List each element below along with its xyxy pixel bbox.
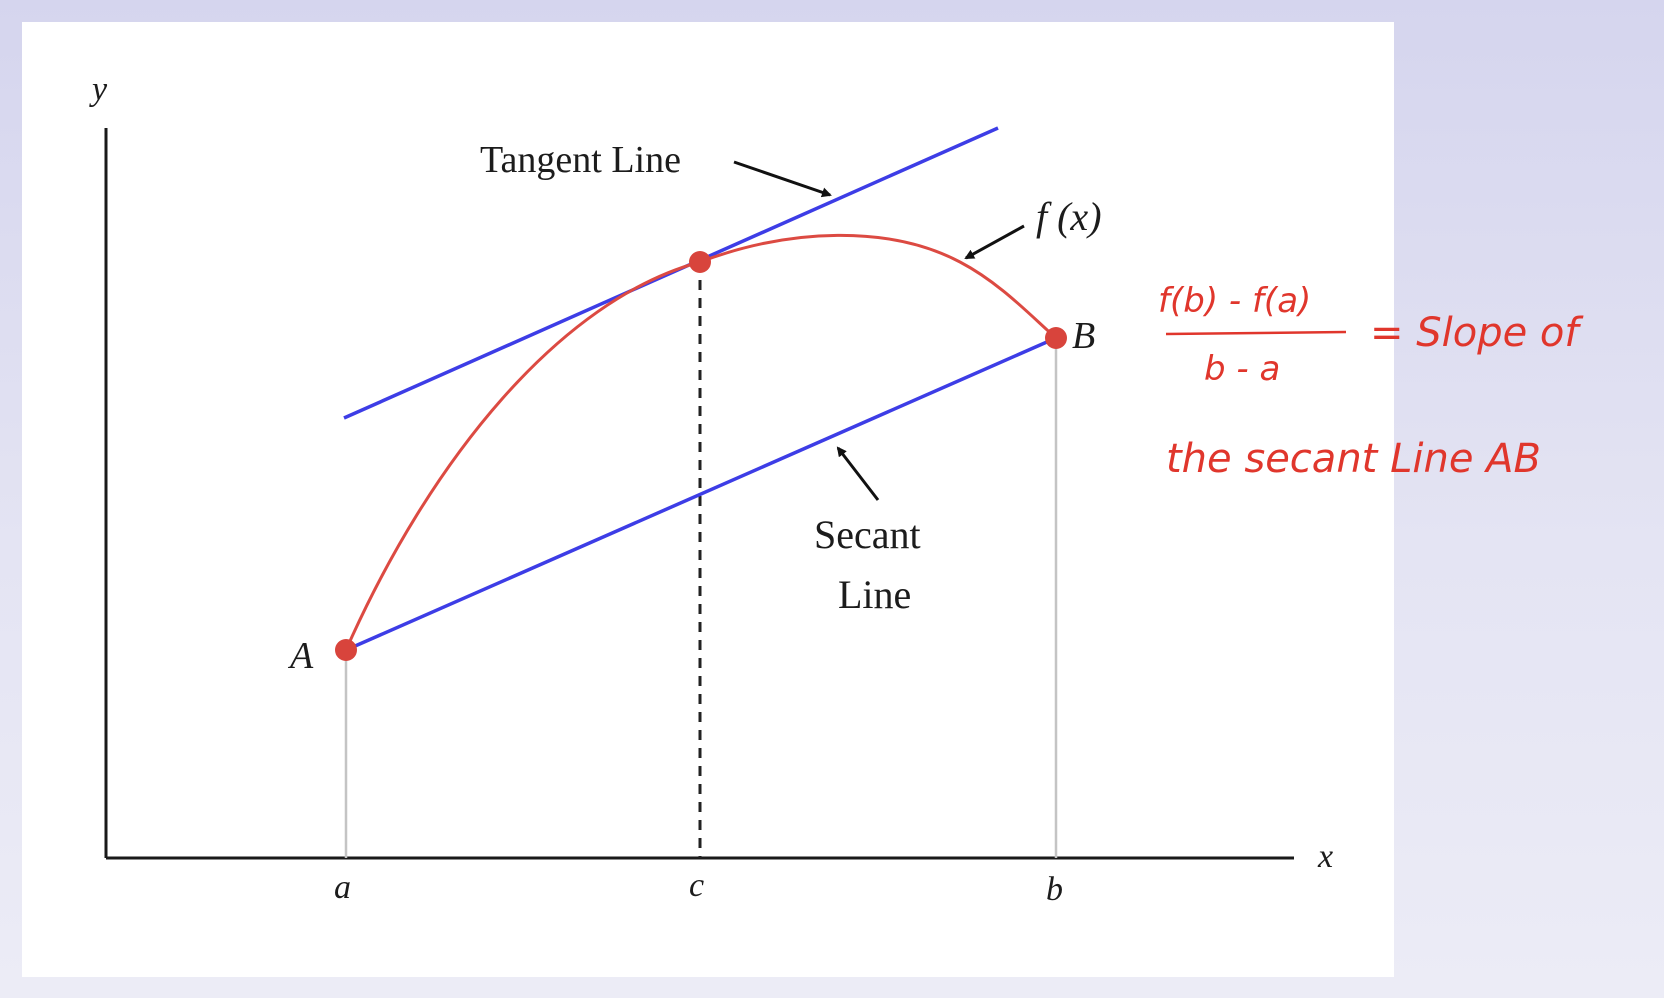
tick-label-b: b [1046,871,1063,908]
tick-label-c: c [689,867,704,904]
y-axis-label: y [89,71,108,108]
point-c [689,251,711,273]
point-b [1045,327,1067,349]
figure-panel [22,22,1394,977]
point-a-label: A [287,635,314,677]
x-axis-label: x [1317,838,1333,875]
tangent-arrow [733,160,832,198]
point-a [335,639,357,661]
handwritten-note: f(b) - f(a) b - a = Slope of the secant … [1158,281,1584,482]
function-arrow [964,224,1025,260]
secant-line-label-2: Line [838,572,911,617]
secant-line [345,336,1057,652]
function-label: f (x) [1036,194,1102,239]
secant-line-label-1: Secant [814,512,921,557]
tangent-line-label: Tangent Line [480,139,681,181]
function-curve [344,233,1057,651]
point-b-label: B [1072,315,1095,357]
note-line-2: the secant Line AB [1166,436,1541,482]
fraction-bar [1165,330,1347,336]
tick-label-a: a [334,869,351,906]
note-numerator: f(b) - f(a) [1158,281,1311,321]
secant-arrow [836,446,880,501]
note-denominator: b - a [1204,349,1280,389]
note-equals-text: = Slope of [1370,310,1584,356]
